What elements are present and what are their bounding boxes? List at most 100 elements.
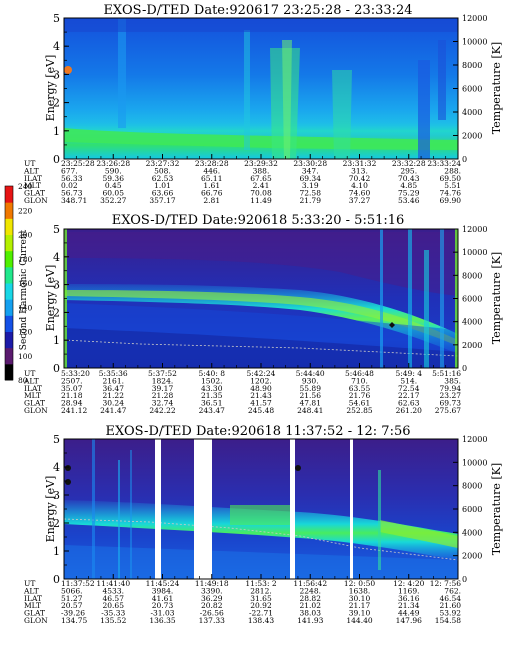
table-cell: 21.34 [398,601,420,610]
x-tick-label: 5:49: 4 [395,369,422,378]
colorbar-swatch [5,315,13,332]
x-tick-label: 5:40: 8 [198,369,225,378]
table-cell: 144.40 [346,616,372,625]
x-tick-label: 12: 4:20 [393,579,425,588]
table-cell: 20.82 [201,601,223,610]
table-cell: 347. [302,166,319,175]
table-cell: 138.43 [248,616,274,625]
table-cell: 710. [351,376,368,385]
table-cell: 241.12 [61,406,87,415]
y-axis-label-2: Energy [eV] [44,265,57,332]
table-cell: 63.55 [349,384,371,393]
table-cell: 30.10 [349,594,371,603]
table-cell: 3.19 [302,181,319,190]
table-row-label: GLAT [24,189,45,198]
y-tick-label: 1 [53,125,60,138]
table-cell: 4.85 [400,181,417,190]
y2-tick-label: 12000 [462,225,487,234]
table-cell: 242.22 [149,406,175,415]
table-cell: 1.61 [203,181,220,190]
table-cell: 275.67 [435,406,461,415]
x-tick-label: 11:41:40 [96,579,130,588]
table-cell: 1169. [398,586,419,595]
table-cell: 4.10 [351,181,368,190]
table-cell: 22.17 [398,391,420,400]
table-cell: 74.60 [349,189,371,198]
table-cell: 46.57 [103,594,125,603]
table-cell: 70.43 [398,174,420,183]
table-cell: 245.48 [248,406,274,415]
spectrogram-1 [64,18,458,159]
y-tick-label: 5 [53,433,60,446]
x-tick-label: 23:25:28 [61,159,95,168]
y-tick-label: 0 [53,153,60,166]
table-cell: 2812. [250,586,271,595]
y2-axis-label-3: Temperature [K] [490,463,503,555]
colorbar-swatch [5,266,13,284]
table-row-label: UT [24,369,35,378]
table-cell: 51.27 [61,594,83,603]
table-cell: 75.29 [398,189,420,198]
y2-tick-label: 12000 [462,435,487,444]
colorbar-swatch [5,299,13,316]
table-cell: 357.17 [149,196,175,205]
table-cell: 31.65 [250,594,272,603]
colorbar-tick-label: 180 [18,255,33,264]
colorbar-tick-label: 240 [18,182,33,191]
x-tick-label: 12: 7:56 [430,579,462,588]
colorbar-ticks: 80 100 120 140 160 180 200 220 240 [18,182,33,385]
ephemeris-table-2: UTALTILATMLTGLATGLON5:33:202507.35.0721.… [23,369,461,415]
ephemeris-table-3: UTALTILATMLTGLATGLON11:37:525066.51.2720… [23,579,461,625]
table-cell: 2.81 [203,196,220,205]
table-cell: 79.94 [440,384,462,393]
table-cell: 21.02 [300,601,322,610]
table-cell: 20.65 [103,601,125,610]
table-cell: 21.28 [152,391,174,400]
table-cell: 23.27 [440,391,462,400]
y2-axis-label-2: Temperature [K] [490,252,503,344]
x-tick-label: 11:37:52 [61,579,95,588]
x-axis-1 [63,154,459,159]
table-row-label: MLT [24,391,41,400]
y-tick-label: 3 [53,68,60,81]
table-cell: 1638. [349,586,370,595]
table-cell: 137.33 [199,616,225,625]
y-axis-2: 0 1 2 3 4 5 [53,223,69,375]
table-cell: 54.61 [349,399,370,408]
colorbar-swatch [5,347,13,365]
table-cell: 388. [253,166,270,175]
table-cell: 70.08 [250,189,272,198]
table-cell: 0.02 [61,181,78,190]
table-cell: -31.03 [150,609,174,618]
table-cell: 677. [61,166,78,175]
y-tick-label: 0 [53,573,60,586]
table-cell: 508. [154,166,171,175]
table-cell: 62.53 [152,174,174,183]
table-cell: 0.45 [105,181,122,190]
panel-2: EXOS-D/TED Date:920618 5:33:20 - 5:51:16… [23,213,503,415]
x-tick-label: 23:31:32 [343,159,377,168]
colorbar-tick-label: 120 [18,328,33,337]
y2-tick-label: 10000 [462,458,487,467]
y-tick-label: 4 [53,40,60,53]
colorbar-tick-label: 80 [18,376,28,385]
x-tick-label: 11:56:42 [293,579,327,588]
table-cell: 74.76 [440,189,462,198]
y2-tick-label: 2000 [462,552,482,561]
y2-tick-label: 8000 [462,61,482,70]
table-cell: 288. [444,166,461,175]
table-cell: 39.17 [152,384,174,393]
table-cell: 4533. [103,586,124,595]
table-row-label: ALT [23,376,39,385]
y-tick-label: 2 [53,306,60,319]
table-cell: 252.85 [346,406,372,415]
table-row-label: ILAT [24,174,42,183]
table-row-label: GLON [24,196,48,205]
table-cell: 37.27 [349,196,371,205]
table-cell: 141.93 [297,616,323,625]
table-cell: 352.27 [100,196,126,205]
table-cell: 53.46 [398,196,420,205]
table-cell: 21.43 [250,391,272,400]
colorbar-tick-label: 220 [18,206,33,215]
x-tick-label: 5:46:48 [345,369,374,378]
